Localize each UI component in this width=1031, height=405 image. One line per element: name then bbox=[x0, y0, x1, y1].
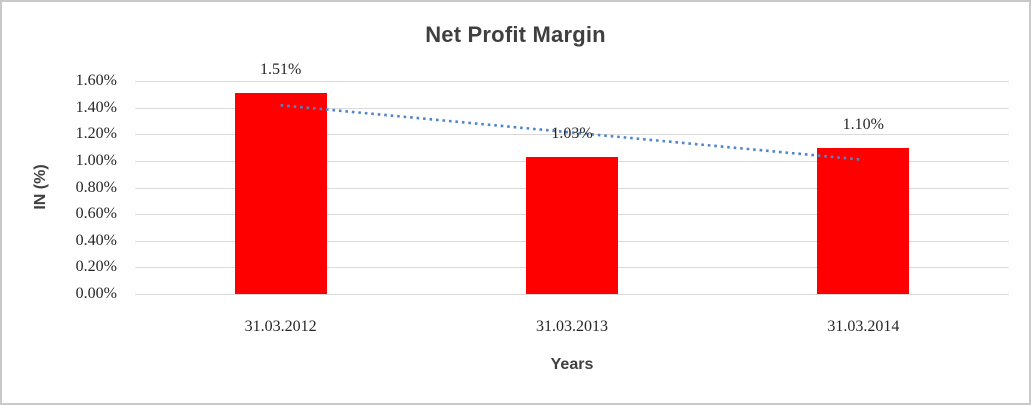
chart-title: Net Profit Margin bbox=[425, 22, 606, 47]
y-tick-label: 1.20% bbox=[75, 125, 117, 143]
data-label: 1.03% bbox=[551, 124, 593, 142]
x-axis-title: Years bbox=[550, 356, 594, 373]
y-tick-label: 0.60% bbox=[75, 205, 117, 223]
category-label: 31.03.2012 bbox=[244, 318, 317, 335]
category-label: 31.03.2013 bbox=[536, 318, 608, 335]
y-tick-label: 1.40% bbox=[75, 98, 117, 116]
gridline bbox=[135, 81, 1009, 82]
gridline bbox=[135, 294, 1009, 295]
data-label: 1.10% bbox=[842, 115, 884, 133]
y-tick-label: 0.80% bbox=[75, 178, 117, 196]
plot-area bbox=[135, 81, 1009, 295]
y-tick-label: 1.00% bbox=[75, 151, 117, 169]
y-tick-label: 0.20% bbox=[75, 258, 117, 276]
bar-31.03.2013 bbox=[526, 156, 618, 294]
y-tick-label: 0.00% bbox=[75, 285, 117, 302]
y-tick-label: 0.40% bbox=[75, 231, 117, 249]
data-label: 1.51% bbox=[259, 60, 302, 78]
bar-31.03.2012 bbox=[234, 92, 327, 294]
category-label: 31.03.2014 bbox=[827, 318, 900, 335]
bar-31.03.2014 bbox=[817, 147, 910, 294]
y-tick-label: 1.60% bbox=[75, 72, 117, 89]
